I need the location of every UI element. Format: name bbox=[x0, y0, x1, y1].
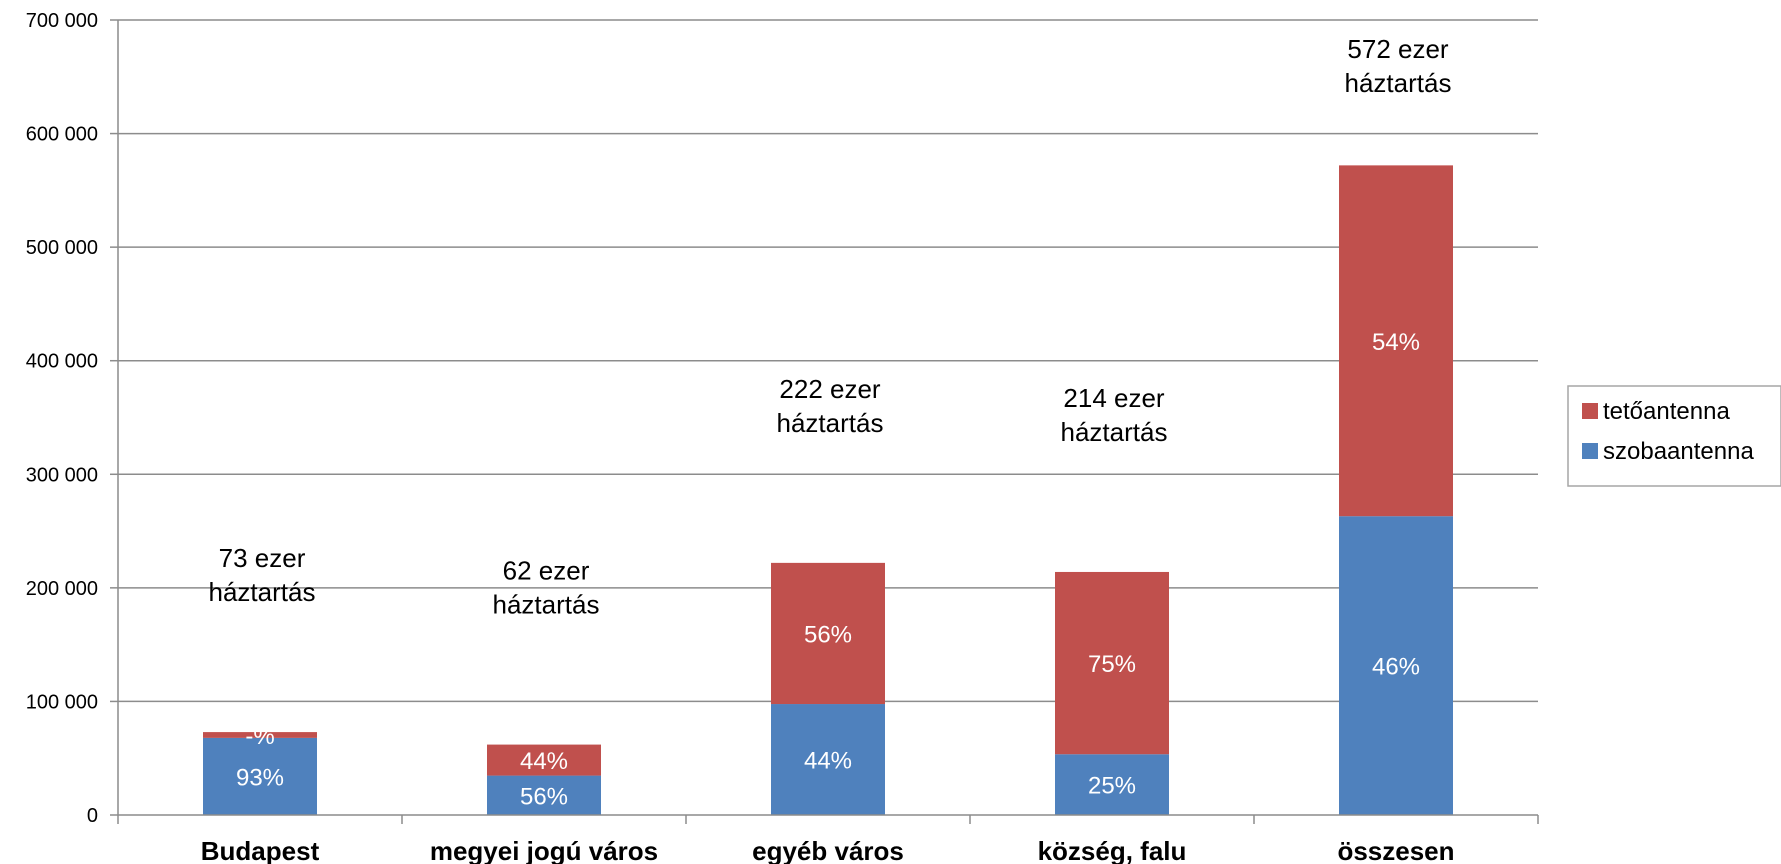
total-labels: 73 ezer háztartás 62 ezer háztartás 222 ezer… bbox=[209, 34, 1452, 620]
total-label: 214 ezer bbox=[1063, 383, 1165, 413]
bar-szobaantenna bbox=[771, 704, 885, 815]
y-tick-label: 700 000 bbox=[26, 10, 98, 32]
x-category-label: község, falu bbox=[1038, 836, 1187, 864]
legend-swatch bbox=[1582, 443, 1598, 459]
x-category-label: egyéb város bbox=[752, 836, 904, 864]
y-tick-label: 200 000 bbox=[26, 578, 98, 600]
total-label: 222 ezer bbox=[779, 374, 881, 404]
data-label: -% bbox=[245, 723, 274, 750]
y-tick-label: 400 000 bbox=[26, 351, 98, 373]
bars: 93% -% 56% 44% 44% 56% 25% 75% 46% 54% bbox=[203, 165, 1453, 815]
data-label: 75% bbox=[1088, 651, 1136, 678]
total-label: 62 ezer bbox=[503, 556, 590, 586]
bar-tetőantenna bbox=[1055, 571, 1169, 755]
total-label: 572 ezer bbox=[1347, 34, 1449, 64]
y-tick-label: 300 000 bbox=[26, 464, 98, 486]
legend: tetőantenna szobaantenna bbox=[1567, 385, 1781, 487]
data-label: 56% bbox=[520, 783, 568, 810]
legend-label: szobaantenna bbox=[1603, 438, 1754, 465]
bar-tetőantenna bbox=[487, 744, 601, 776]
grid-lines bbox=[110, 19, 1538, 816]
y-tick-label: 0 bbox=[87, 805, 98, 827]
bar-szobaantenna bbox=[1055, 754, 1169, 815]
total-label: háztartás bbox=[493, 590, 600, 620]
data-label: 44% bbox=[520, 748, 568, 775]
data-label: 44% bbox=[804, 748, 852, 775]
x-axis-category-labels: Budapest megyei jogú város egyéb város közs… bbox=[201, 836, 1455, 864]
x-category-label: megyei jogú város bbox=[430, 836, 658, 864]
legend-label: tetőantenna bbox=[1603, 398, 1730, 425]
bar-szobaantenna bbox=[1339, 516, 1453, 815]
x-category-label: összesen bbox=[1337, 836, 1454, 864]
y-tick-label: 500 000 bbox=[26, 237, 98, 259]
bar-szobaantenna bbox=[487, 775, 601, 815]
bar-szobaantenna bbox=[203, 737, 317, 815]
data-label: 56% bbox=[804, 621, 852, 648]
bar-tetőantenna bbox=[1339, 165, 1453, 517]
bar-tetőantenna bbox=[203, 732, 317, 738]
total-label: háztartás bbox=[209, 577, 316, 607]
total-label: háztartás bbox=[1345, 68, 1452, 98]
data-label: 25% bbox=[1088, 773, 1136, 800]
y-tick-label: 100 000 bbox=[26, 691, 98, 713]
data-label: 46% bbox=[1372, 654, 1420, 681]
legend-swatch bbox=[1582, 403, 1598, 419]
y-axis-tick-labels: 0 100 000 200 000 300 000 400 000 500 000 600 … bbox=[26, 10, 98, 827]
axes bbox=[117, 20, 1539, 824]
legend-box bbox=[1567, 385, 1781, 487]
data-label: 93% bbox=[236, 764, 284, 791]
y-tick-label: 600 000 bbox=[26, 124, 98, 146]
total-label: 73 ezer bbox=[219, 543, 306, 573]
data-label: 54% bbox=[1372, 329, 1420, 356]
total-label: háztartás bbox=[1061, 417, 1168, 447]
x-category-label: Budapest bbox=[201, 836, 320, 864]
bar-tetőantenna bbox=[771, 562, 885, 705]
total-label: háztartás bbox=[777, 408, 884, 438]
